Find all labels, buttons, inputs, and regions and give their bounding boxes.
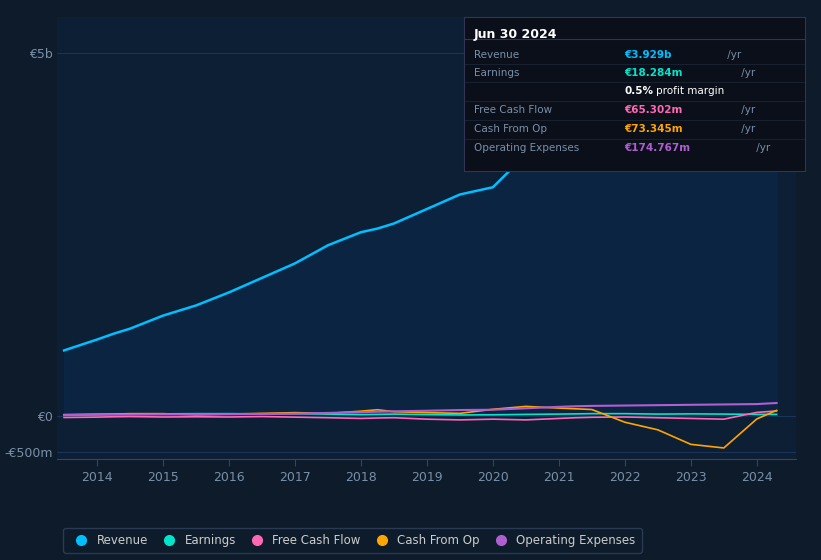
Text: /yr: /yr [724, 49, 741, 59]
Text: Operating Expenses: Operating Expenses [474, 143, 580, 153]
Text: €18.284m: €18.284m [624, 68, 682, 78]
Text: €174.767m: €174.767m [624, 143, 690, 153]
Text: profit margin: profit margin [656, 86, 725, 96]
Text: /yr: /yr [738, 68, 756, 78]
Text: €3.929b: €3.929b [624, 49, 672, 59]
Text: Cash From Op: Cash From Op [474, 124, 547, 134]
Text: Revenue: Revenue [474, 49, 519, 59]
Text: /yr: /yr [738, 124, 756, 134]
Text: Earnings: Earnings [474, 68, 520, 78]
Text: €73.345m: €73.345m [624, 124, 682, 134]
Text: Jun 30 2024: Jun 30 2024 [474, 27, 557, 40]
Text: /yr: /yr [738, 105, 756, 115]
Text: €65.302m: €65.302m [624, 105, 682, 115]
Text: /yr: /yr [753, 143, 770, 153]
Text: 0.5%: 0.5% [624, 86, 653, 96]
Legend: Revenue, Earnings, Free Cash Flow, Cash From Op, Operating Expenses: Revenue, Earnings, Free Cash Flow, Cash … [63, 528, 641, 553]
Text: Free Cash Flow: Free Cash Flow [474, 105, 553, 115]
